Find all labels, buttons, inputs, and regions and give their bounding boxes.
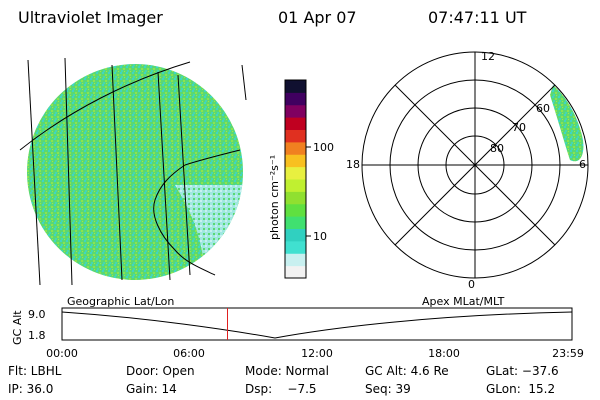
colorbar-swatch [285,191,306,205]
status-dsp: Dsp: −7.5 [245,382,317,396]
timeline-xtick-0600: 06:00 [173,347,205,360]
colorbar-tick-100: 100 [313,141,334,154]
lat-label-70: 70 [512,121,526,134]
aurora-arc [550,85,584,162]
timeline-xtick-1800: 18:00 [428,347,460,360]
status-filter: Flt: LBHL [8,364,62,378]
timeline-frame [61,307,573,341]
colorbar-unit-label: photon cm⁻²s⁻¹ [268,155,281,240]
timeline-ytick-low: 1.8 [28,329,46,342]
timeline-right-label: Apex MLat/MLT [422,295,505,308]
colorbar-swatch [285,80,306,93]
colorbar-swatches [285,80,306,279]
colorbar-swatch [285,228,306,242]
colorbar-swatch [285,154,306,168]
status-door: Door: Open [126,364,195,378]
timeline-plot: Geographic Lat/Lon Apex MLat/MLT GC Alt … [11,295,584,360]
polar-plot: 12 18 6 0 60 70 80 [346,50,589,291]
timeline-xtick-0000: 00:00 [46,347,78,360]
timeline-yaxis-label: GC Alt [11,310,24,345]
geographic-image [19,57,247,286]
colorbar-swatch [285,104,306,118]
earth-disk [27,64,243,280]
colorbar-swatch [285,141,306,155]
colorbar-swatch [285,240,306,254]
status-glat: GLat: −37.6 [486,364,559,378]
status-gain: Gain: 14 [126,382,177,396]
status-panel: Flt: LBHL Door: Open Mode: Normal GC Alt… [8,364,559,396]
mlt-label-0: 0 [468,278,475,291]
lat-label-60: 60 [536,102,550,115]
mlt-label-18: 18 [346,158,360,171]
status-mode: Mode: Normal [245,364,329,378]
status-gc-alt: GC Alt: 4.6 Re [365,364,449,378]
colorbar-swatch [285,92,306,106]
timeline-ytick-high: 9.0 [28,308,46,321]
mlt-label-12: 12 [481,50,495,63]
colorbar-swatch [285,203,306,217]
colorbar-swatch [285,117,306,131]
colorbar-tick-10: 10 [313,230,327,243]
colorbar: 100 10 photon cm⁻²s⁻¹ [268,79,334,279]
lat-label-80: 80 [490,142,504,155]
mlt-label-6: 6 [579,158,586,171]
colorbar-swatch [285,179,306,192]
timeline-xtick-2359: 23:59 [552,347,584,360]
timeline-left-label: Geographic Lat/Lon [67,295,174,308]
colorbar-swatch [285,166,306,180]
colorbar-swatch [285,253,306,267]
colorbar-swatch [285,216,306,230]
lat-lon-grid [19,57,247,286]
image-time: 07:47:11 UT [428,8,527,27]
image-title: Ultraviolet Imager [18,8,163,27]
status-seq: Seq: 39 [365,382,411,396]
colorbar-swatch [285,265,306,279]
colorbar-swatch [285,129,306,143]
status-ip: IP: 36.0 [8,382,53,396]
status-glon: GLon: 15.2 [486,382,555,396]
timeline-xtick-1200: 12:00 [301,347,333,360]
image-date: 01 Apr 07 [278,8,357,27]
altitude-curve [61,311,573,339]
